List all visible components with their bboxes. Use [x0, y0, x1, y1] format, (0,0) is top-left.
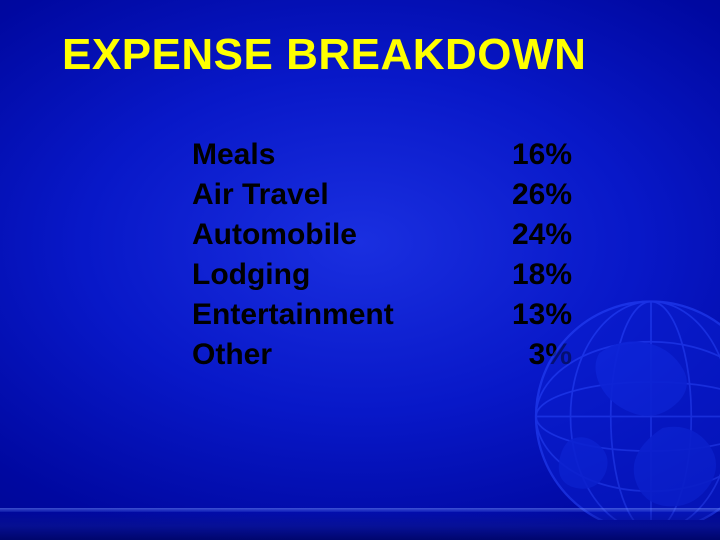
category-label: Entertainment — [192, 298, 394, 332]
table-row: Automobile 24% — [192, 218, 572, 252]
table-row: Lodging 18% — [192, 258, 572, 292]
slide-title: EXPENSE BREAKDOWN — [62, 30, 586, 80]
category-label: Meals — [192, 138, 275, 172]
category-value: 18% — [482, 258, 572, 292]
globe-icon — [490, 290, 720, 520]
category-label: Air Travel — [192, 178, 329, 212]
table-row: Meals 16% — [192, 138, 572, 172]
category-value: 24% — [482, 218, 572, 252]
category-value: 26% — [482, 178, 572, 212]
table-row: Air Travel 26% — [192, 178, 572, 212]
category-label: Other — [192, 338, 272, 372]
category-label: Automobile — [192, 218, 357, 252]
category-label: Lodging — [192, 258, 310, 292]
footer-bar — [0, 512, 720, 540]
category-value: 16% — [482, 138, 572, 172]
